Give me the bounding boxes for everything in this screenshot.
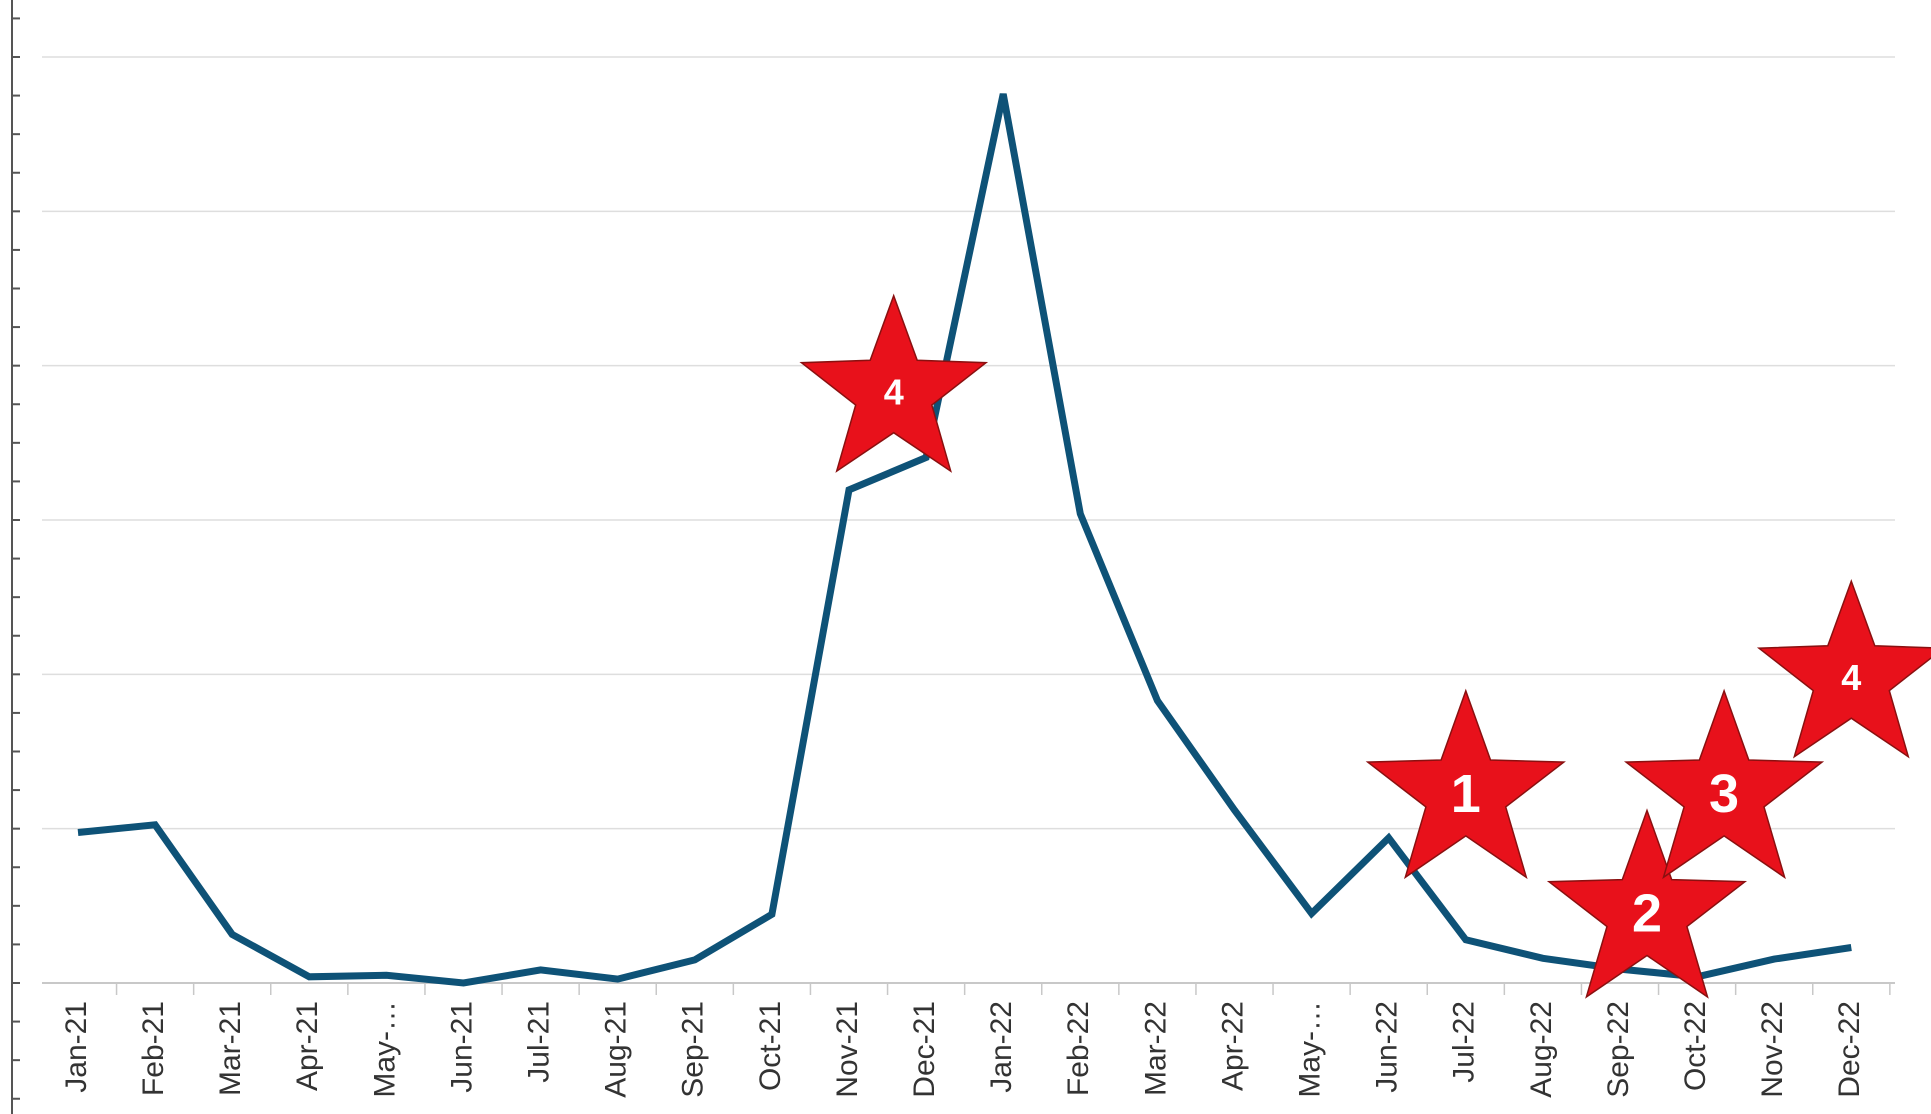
x-tick-label: Jan-21 (60, 1001, 93, 1093)
star-marker (1623, 688, 1825, 880)
star-label: 4 (1841, 657, 1861, 698)
star-label: 3 (1709, 764, 1739, 824)
star-label: 4 (884, 372, 904, 413)
x-tick-label: Dec-21 (908, 1001, 941, 1098)
x-tick-label: Feb-21 (137, 1001, 170, 1096)
x-tick-label: Sep-22 (1602, 1001, 1635, 1098)
gridlines (42, 56, 1895, 984)
x-tick-label: May-… (1294, 1001, 1327, 1098)
x-tick-label: Jul-22 (1448, 1001, 1481, 1083)
x-tick-label: Apr-22 (1216, 1001, 1249, 1091)
star-label: 2 (1632, 884, 1662, 944)
x-tick-label: Nov-21 (831, 1001, 864, 1098)
x-tick-label: May-… (368, 1001, 401, 1098)
x-tick-label: Jan-22 (985, 1001, 1018, 1093)
x-tick-label: Mar-21 (214, 1001, 247, 1096)
star-marker (1365, 688, 1566, 880)
series-line (77, 93, 1852, 987)
y-axis (11, 0, 20, 1114)
x-tick-label: Oct-22 (1679, 1001, 1712, 1091)
x-tick-label: Oct-21 (754, 1001, 787, 1091)
x-tick-label: Mar-22 (1139, 1001, 1172, 1096)
x-tick-label: Feb-22 (1062, 1001, 1095, 1096)
x-tick-label: Jun-22 (1371, 1001, 1404, 1093)
star-marker (799, 293, 989, 473)
star-label: 1 (1451, 764, 1481, 824)
x-tick-label: Dec-22 (1833, 1001, 1866, 1098)
x-tick-label: Aug-22 (1525, 1001, 1558, 1098)
x-tick-label: Aug-21 (600, 1001, 633, 1098)
x-tick-label: Jun-21 (445, 1001, 478, 1093)
x-tick-label: Nov-22 (1756, 1001, 1789, 1098)
x-tick-label: Jul-21 (523, 1001, 556, 1083)
star-annotations: 4 1 23 4 (799, 293, 1931, 999)
x-tick-label: Sep-21 (677, 1001, 710, 1098)
x-tick-label: Apr-21 (291, 1001, 324, 1091)
series-layer (77, 93, 1852, 987)
x-axis: Jan-21 Feb-21 Mar-21 Apr-21 May-… Jun-21 Jul-2… (60, 983, 1891, 1098)
star-marker (1756, 579, 1931, 759)
star-marker (1546, 808, 1748, 999)
